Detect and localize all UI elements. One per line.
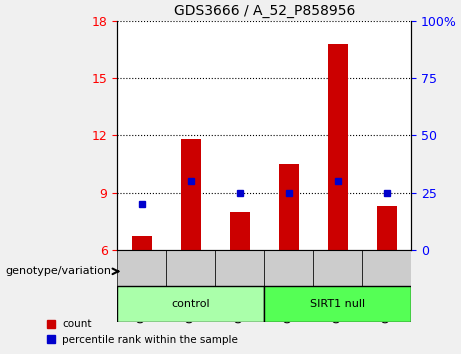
Text: genotype/variation: genotype/variation bbox=[6, 266, 112, 276]
FancyBboxPatch shape bbox=[215, 250, 264, 286]
Bar bbox=[377, 206, 396, 250]
Bar bbox=[279, 164, 299, 250]
Bar bbox=[117, 286, 264, 321]
Bar bbox=[181, 139, 201, 250]
FancyBboxPatch shape bbox=[117, 250, 166, 286]
FancyBboxPatch shape bbox=[264, 250, 313, 286]
Bar bbox=[132, 236, 152, 250]
Legend: count, percentile rank within the sample: count, percentile rank within the sample bbox=[42, 315, 242, 349]
FancyBboxPatch shape bbox=[313, 250, 362, 286]
Bar bbox=[230, 212, 249, 250]
Text: control: control bbox=[171, 299, 210, 309]
FancyBboxPatch shape bbox=[362, 250, 411, 286]
Text: SIRT1 null: SIRT1 null bbox=[310, 299, 365, 309]
Title: GDS3666 / A_52_P858956: GDS3666 / A_52_P858956 bbox=[174, 4, 355, 18]
Bar bbox=[328, 44, 348, 250]
FancyBboxPatch shape bbox=[166, 250, 215, 286]
Bar bbox=[264, 286, 411, 321]
